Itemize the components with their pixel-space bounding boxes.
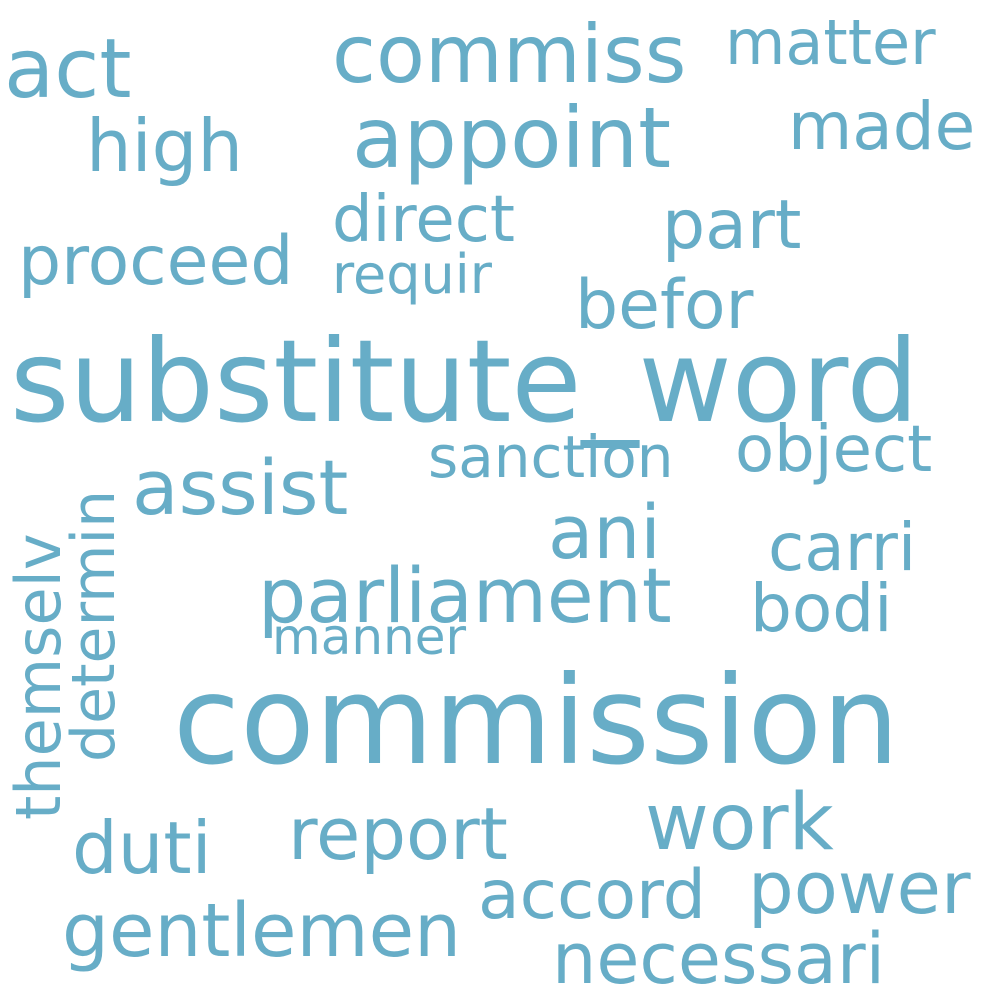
word-high: high [86,104,243,188]
word-direct: direct [332,183,515,257]
word-befor: befor [575,266,754,345]
word-commission: commission [173,650,900,792]
word-requir: requir [332,243,492,306]
word-substitute-word: substitute_word [10,315,919,448]
word-carri: carri [768,509,917,586]
word-object: object [735,413,933,487]
word-matter: matter [725,6,936,79]
word-parliament: parliament [258,551,672,640]
word-proceed: proceed [18,222,294,301]
word-necessari: necessari [552,918,886,1000]
word-manner: manner [272,608,467,666]
word-power: power [748,846,971,930]
word-report: report [288,792,508,876]
word-sanction: sanction [428,423,674,491]
word-part: part [662,186,802,265]
word-work: work [645,778,834,868]
word-commiss: commiss [332,8,687,101]
word-accord: accord [478,856,706,935]
word-ani: ani [548,490,661,576]
word-determin: determin [59,489,129,762]
word-duti: duti [72,806,212,890]
word-bodi: bodi [750,570,893,647]
word-made: made [788,88,976,165]
word-act: act [4,22,132,117]
word-assist: assist [132,443,349,532]
word-appoint: appoint [352,89,672,187]
word-gentlemen: gentlemen [62,888,462,974]
